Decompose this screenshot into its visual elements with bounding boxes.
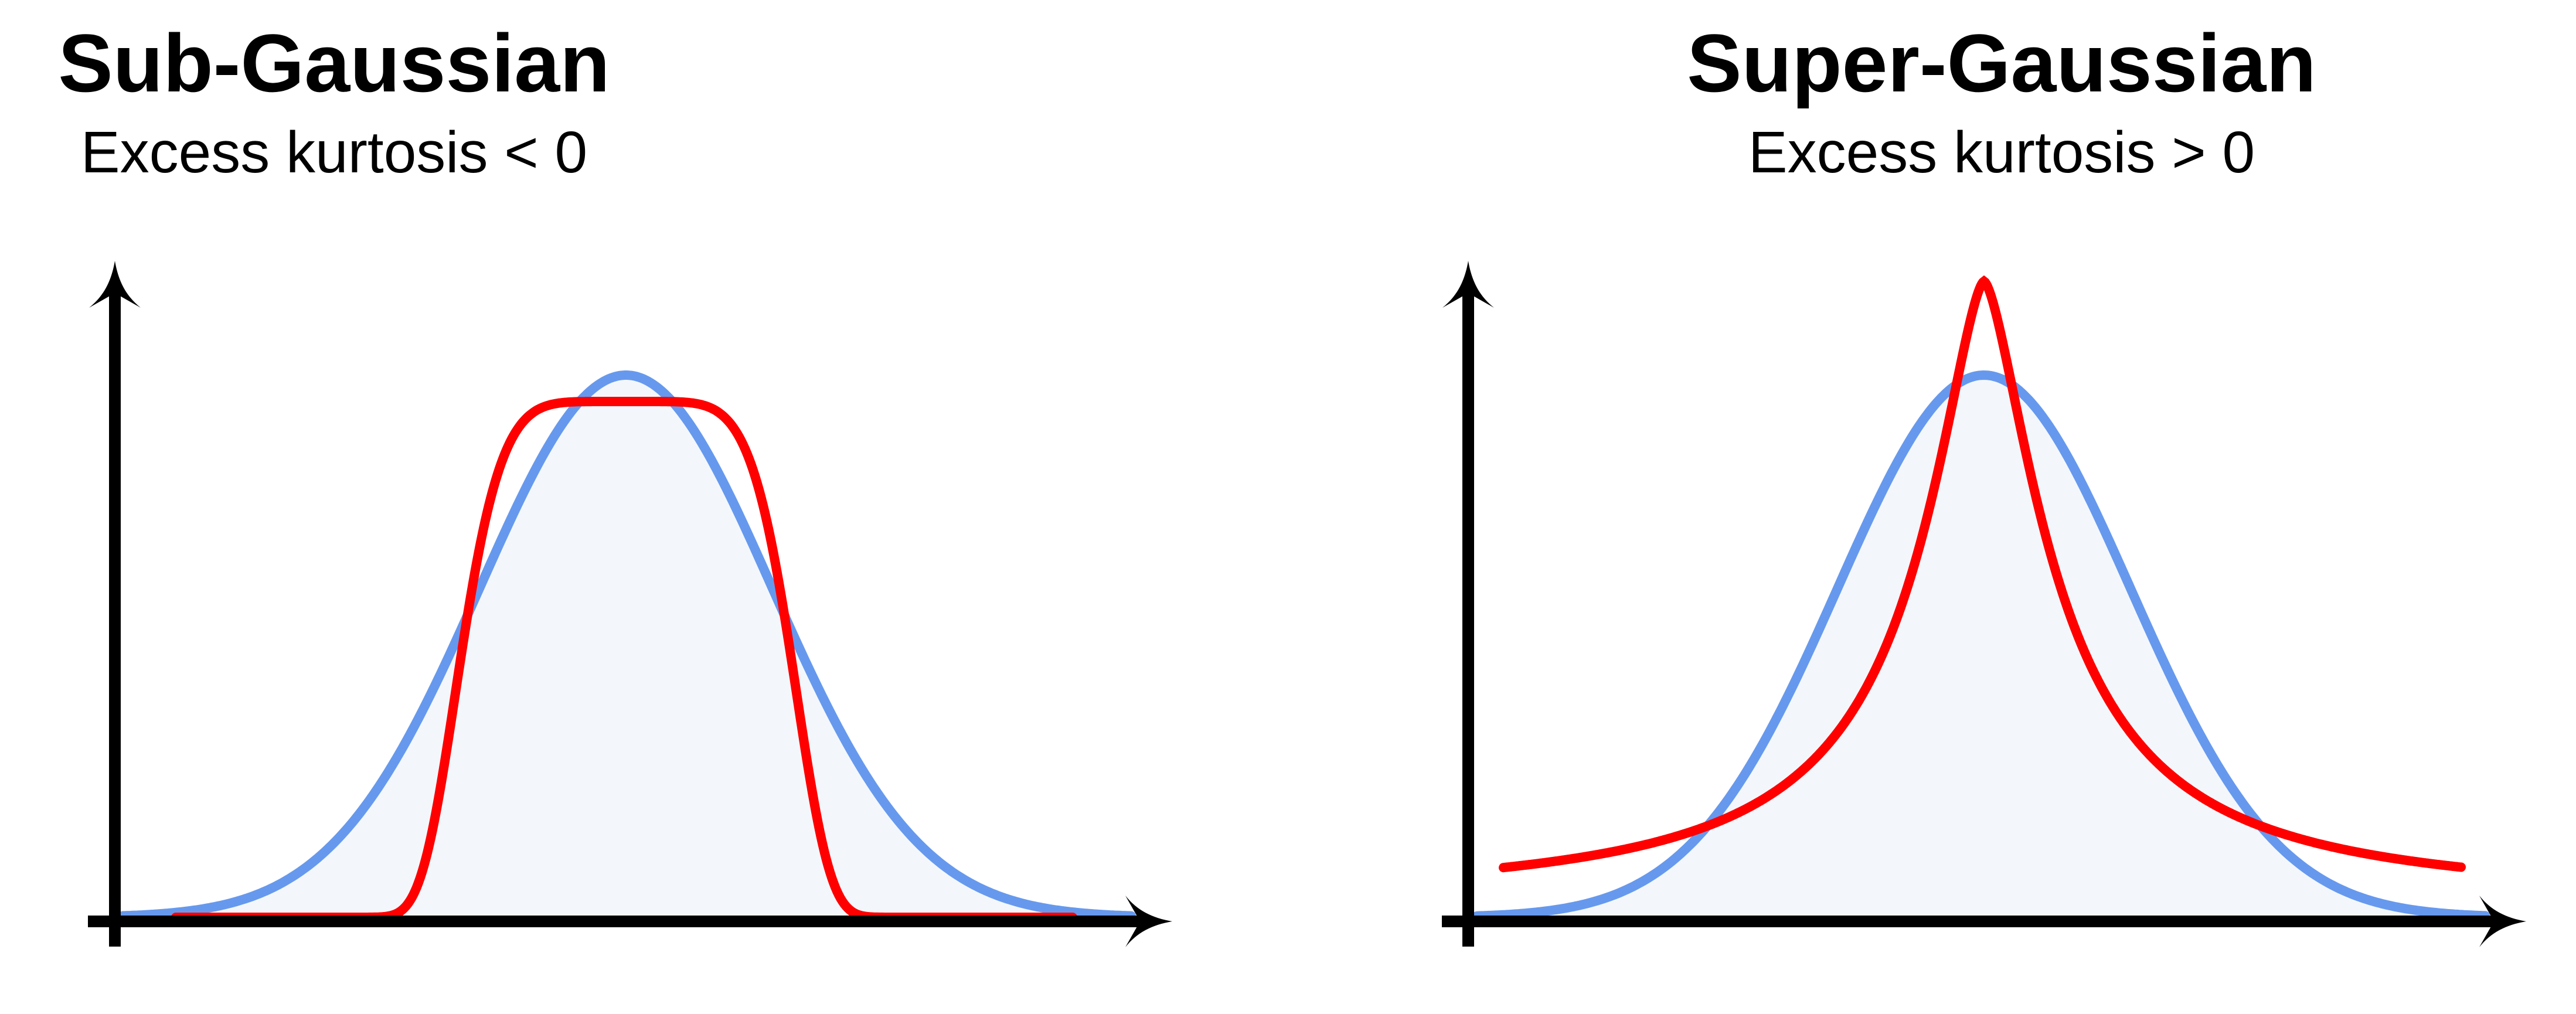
sub-gaussian-plot bbox=[88, 261, 1172, 947]
x-axis-arrow-head-icon bbox=[2479, 896, 2526, 947]
y-axis-arrow-head-icon bbox=[89, 261, 141, 308]
gaussian-area-fill bbox=[1477, 375, 2485, 917]
x-axis-arrow-head-icon bbox=[1125, 896, 1172, 947]
gaussian-curve bbox=[118, 370, 1136, 921]
super-gaussian-title-text: Super-Gaussian bbox=[1687, 17, 2316, 109]
super-gaussian-curve bbox=[1499, 275, 2466, 873]
super-gaussian-subtitle-text: Excess kurtosis > 0 bbox=[1748, 120, 2255, 185]
sub-gaussian-subtitle-text: Excess kurtosis < 0 bbox=[80, 120, 588, 185]
super-gaussian-panel: Super-Gaussian Excess kurtosis > 0 bbox=[1288, 0, 2575, 1014]
gaussian-area-fill bbox=[123, 375, 1131, 917]
sub-gaussian-panel: Sub-Gaussian Excess kurtosis < 0 bbox=[58, 17, 610, 185]
super-gaussian-plot bbox=[1442, 261, 2526, 947]
gaussian-curve bbox=[1472, 370, 2490, 921]
y-axis-arrow-head-icon bbox=[1442, 261, 1494, 308]
sub-gaussian-title-text: Sub-Gaussian bbox=[58, 17, 610, 109]
